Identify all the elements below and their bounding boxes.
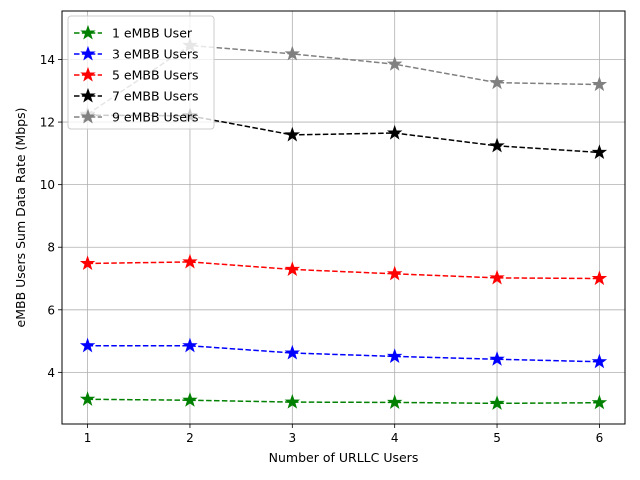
legend-label: 3 eMBB Users <box>112 47 199 62</box>
x-tick-label: 5 <box>493 431 501 445</box>
data-point <box>182 337 198 353</box>
legend-marker <box>80 45 96 61</box>
data-point <box>489 137 505 153</box>
data-point <box>79 337 96 353</box>
series-line <box>87 345 600 363</box>
data-point <box>489 74 505 90</box>
data-point <box>284 45 301 61</box>
legend-label: 1 eMBB User <box>112 26 193 41</box>
legend-box <box>67 15 215 130</box>
legend-label: 5 eMBB Users <box>112 68 199 83</box>
data-point <box>386 124 403 140</box>
series-3 <box>79 253 608 286</box>
legend-label: 7 eMBB Users <box>112 89 199 104</box>
data-point <box>79 391 96 406</box>
legend-item: 3 eMBB Users <box>74 45 199 62</box>
legend-item: 7 eMBB Users <box>74 87 199 104</box>
series-2 <box>79 337 608 369</box>
legend-label: 9 eMBB Users <box>112 110 199 125</box>
x-tick-label: 6 <box>596 431 604 445</box>
data-point <box>591 144 608 159</box>
x-tick-label: 1 <box>84 431 92 445</box>
legend-item: 5 eMBB Users <box>74 66 199 83</box>
legend-item: 9 eMBB Users <box>74 108 199 125</box>
data-point <box>386 348 403 363</box>
y-axis-ticks: 4 6 8 10 12 14 <box>40 53 62 380</box>
x-axis-ticks: 1 2 3 4 5 6 <box>84 424 603 445</box>
legend-marker <box>80 87 96 103</box>
data-point <box>284 261 301 276</box>
y-tick-label: 6 <box>47 303 55 317</box>
plot-frame <box>61 10 626 425</box>
x-tick-label: 3 <box>288 431 296 445</box>
data-point <box>591 270 608 286</box>
data-point <box>284 344 301 360</box>
y-tick-label: 12 <box>40 116 55 130</box>
y-tick-label: 10 <box>40 178 55 192</box>
data-point <box>489 395 505 410</box>
data-point <box>489 351 505 366</box>
data-point <box>284 393 301 409</box>
data-point <box>386 394 403 409</box>
data-point <box>386 265 403 281</box>
y-tick-label: 14 <box>40 53 55 67</box>
x-axis-label: Number of URLLC Users <box>269 450 419 465</box>
data-point <box>284 126 301 142</box>
data-point <box>591 353 608 369</box>
data-point <box>386 56 403 71</box>
x-tick-label: 4 <box>391 431 399 445</box>
series-1 <box>79 391 608 410</box>
legend-item: 1 eMBB User <box>74 24 193 41</box>
series-line <box>87 398 600 405</box>
grid-lines <box>62 11 625 424</box>
data-point <box>182 253 198 269</box>
data-point <box>182 392 198 407</box>
y-tick-label: 4 <box>47 366 55 380</box>
legend-marker <box>80 66 96 82</box>
legend-marker <box>80 24 96 40</box>
series-line <box>87 261 600 280</box>
y-tick-label: 8 <box>47 241 55 255</box>
data-point <box>591 394 608 410</box>
data-point <box>79 255 96 271</box>
legend-marker <box>80 108 96 124</box>
data-point <box>591 76 608 92</box>
y-axis-label: eMBB Users Sum Data Rate (Mbps) <box>13 108 28 328</box>
series-line <box>87 114 600 154</box>
legend: 1 eMBB User 3 eMBB Users 5 eMBB Users 7 eMB… <box>67 15 215 130</box>
x-tick-label: 2 <box>186 431 194 445</box>
data-point <box>489 269 505 285</box>
